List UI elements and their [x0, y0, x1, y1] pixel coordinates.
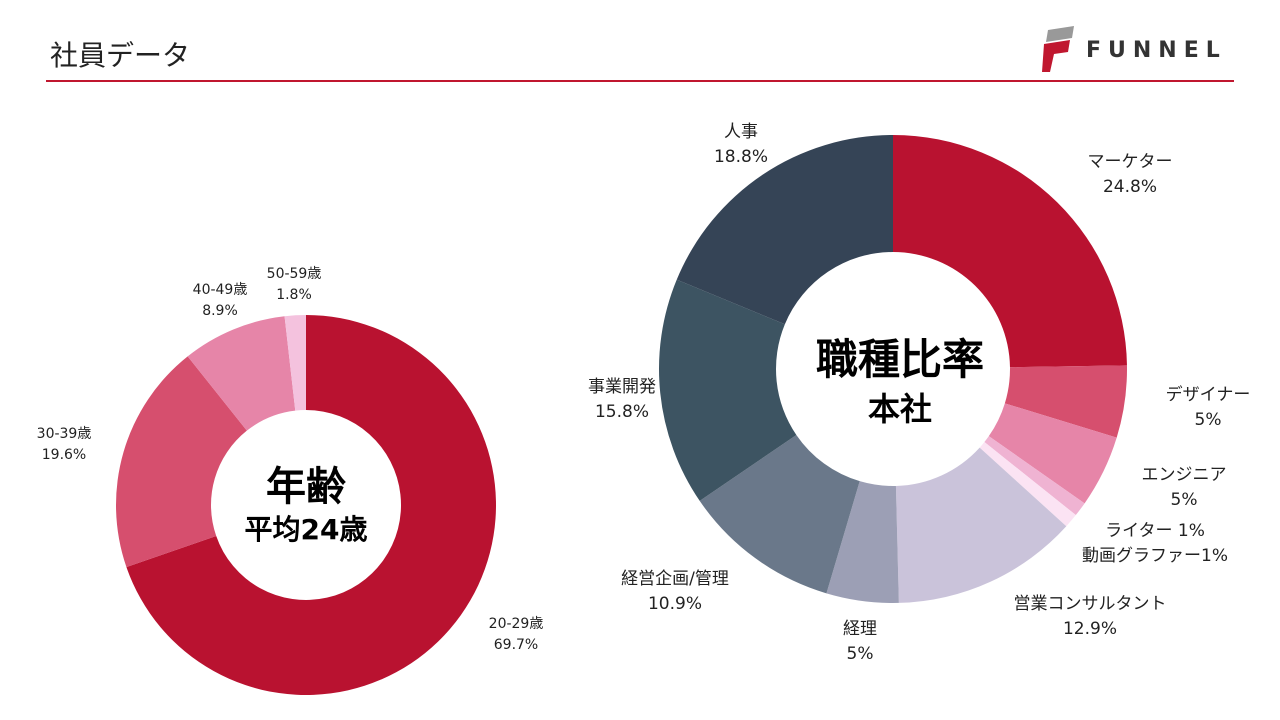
slice-label: 40-49歳 8.9% [192, 282, 248, 319]
slice-label: 経営企画/管理 10.9% [621, 569, 729, 614]
slice-ライター [984, 436, 1085, 516]
age-donut [115, 315, 497, 696]
slice-経理 [826, 481, 899, 604]
slice-事業開発 [659, 279, 797, 501]
funnel-logo-icon [1042, 26, 1074, 72]
slice-label: 人事 18.8% [713, 122, 769, 167]
logo-text: FUNNEL [1086, 37, 1227, 63]
slice-label: 事業開発 15.8% [588, 377, 656, 422]
slice-20-29歳 [126, 315, 497, 696]
job-donut [659, 135, 1127, 604]
slice-デザイナー [1004, 365, 1127, 438]
slice-label: エンジニア 5% [1141, 465, 1227, 510]
slice-label: 動画グラファー1% [1082, 546, 1228, 566]
slice-30-39歳 [115, 356, 247, 568]
slice-営業コンサルタント [895, 447, 1067, 603]
slice-経営企画/管理 [699, 434, 860, 594]
center-title: 職種比率 [815, 335, 985, 384]
slice-label: マーケター 24.8% [1087, 152, 1173, 197]
slice-label: 経理 5% [843, 619, 877, 664]
slice-50-59歳 [284, 315, 306, 411]
slice-label: 50-59歳 1.8% [266, 266, 322, 303]
slice-label: デザイナー 5% [1165, 385, 1251, 430]
slice-人事 [676, 135, 893, 325]
slice-label: 30-39歳 19.6% [36, 426, 92, 463]
slice-label: 営業コンサルタント 12.9% [1013, 594, 1167, 639]
center-title: 年齢 [266, 464, 346, 510]
header-divider [46, 80, 1234, 82]
slice-マーケター [893, 135, 1127, 368]
center-subtitle: 本社 [867, 390, 933, 428]
center-subtitle: 平均24歳 [244, 513, 368, 546]
page-title: 社員データ [50, 39, 191, 72]
slice-label: ライター 1% [1105, 521, 1205, 541]
slice-エンジニア [988, 403, 1117, 504]
slice-40-49歳 [187, 316, 296, 431]
funnel-logo: FUNNEL [1040, 26, 1227, 74]
slice-動画グラファー [979, 442, 1076, 527]
slice-label: 20-29歳 69.7% [488, 616, 544, 653]
